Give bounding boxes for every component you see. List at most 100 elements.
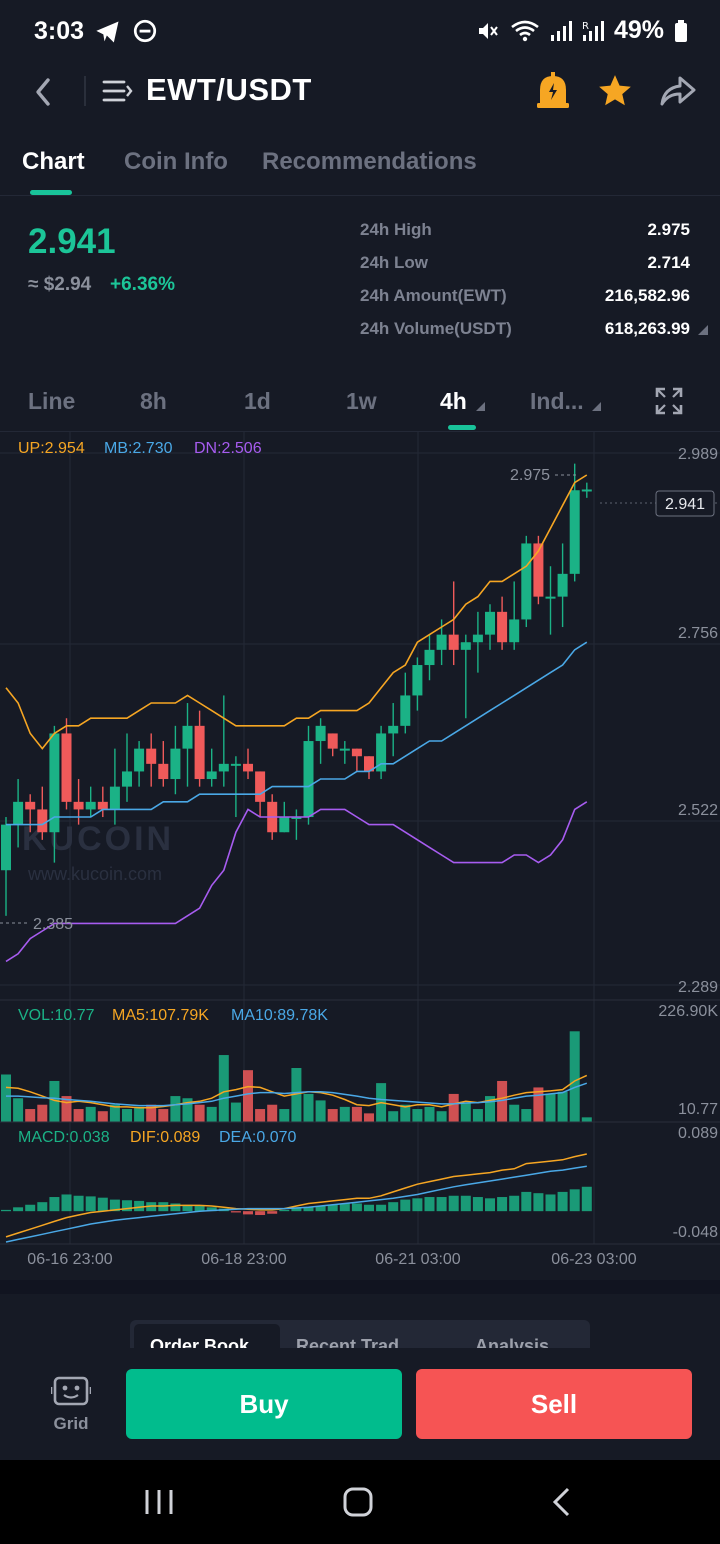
svg-text:R: R bbox=[582, 21, 589, 32]
volume-bar bbox=[509, 1104, 520, 1122]
candle-body bbox=[315, 725, 326, 742]
status-right-icons: R 49% bbox=[476, 16, 688, 45]
status-bar: 3:03 R 49% bbox=[0, 0, 720, 64]
stat-24h-amount: 24h Amount(EWT) 216,582.96 bbox=[360, 286, 708, 319]
time-tick-label: 06-16 23:00 bbox=[27, 1251, 113, 1268]
macd-hist-bar bbox=[61, 1194, 72, 1212]
macd-hist-bar bbox=[448, 1195, 459, 1212]
grid-button[interactable]: Grid bbox=[44, 1374, 98, 1438]
home-icon[interactable] bbox=[342, 1486, 374, 1518]
volume-bar bbox=[497, 1080, 508, 1122]
back-arrow-icon[interactable] bbox=[28, 72, 60, 112]
sell-button[interactable]: Sell bbox=[416, 1369, 692, 1439]
last-price-axis-label: 2.941 bbox=[665, 496, 705, 513]
dea-line bbox=[5, 1165, 587, 1243]
candle-body bbox=[279, 817, 290, 833]
interval-line[interactable]: Line bbox=[28, 388, 76, 414]
tab-order-book[interactable]: Order Book bbox=[150, 1336, 250, 1350]
tab-recommendations[interactable]: Recommendations bbox=[262, 148, 477, 175]
volume-bar bbox=[315, 1100, 326, 1122]
price-alert-icon[interactable] bbox=[534, 70, 572, 112]
macd-max-label: 0.089 bbox=[678, 1125, 718, 1142]
action-bar: Grid Buy Sell bbox=[0, 1348, 720, 1460]
watermark-url: www.kucoin.com bbox=[27, 864, 162, 884]
tab-recent-trades[interactable]: Recent Trad bbox=[296, 1336, 400, 1350]
macd-hist-bar bbox=[497, 1197, 508, 1212]
volume-bar bbox=[533, 1087, 544, 1122]
last-price: 2.941 bbox=[28, 222, 116, 261]
volume-bar bbox=[73, 1109, 84, 1122]
macd-hist-bar bbox=[581, 1186, 592, 1212]
volume-bar bbox=[351, 1106, 362, 1122]
candle-body bbox=[218, 763, 229, 772]
candle-body bbox=[13, 801, 24, 825]
order-tabs-peek[interactable]: Order Book Recent Trad Analysis bbox=[130, 1320, 590, 1350]
candle-body bbox=[533, 543, 544, 597]
interval-1d[interactable]: 1d bbox=[244, 388, 271, 414]
candle-body bbox=[412, 665, 423, 696]
nav-back-icon[interactable] bbox=[550, 1486, 572, 1518]
time-tick-label: 06-21 03:00 bbox=[375, 1251, 461, 1268]
pair-list-icon[interactable] bbox=[100, 76, 136, 106]
favorite-star-icon[interactable] bbox=[596, 72, 634, 110]
candle-body bbox=[448, 634, 459, 650]
candle-body bbox=[557, 573, 568, 597]
interval-indicators[interactable]: Ind... bbox=[530, 388, 584, 414]
macd-hist-bar bbox=[303, 1207, 314, 1212]
candle-body bbox=[400, 695, 411, 726]
bollinger-bands bbox=[5, 474, 588, 963]
volume-bar bbox=[557, 1091, 568, 1122]
tab-chart[interactable]: Chart bbox=[22, 148, 85, 175]
candle-body bbox=[472, 634, 483, 643]
price-axis: 2.989 2.756 2.522 2.289 bbox=[678, 446, 718, 996]
fullscreen-icon[interactable] bbox=[654, 386, 684, 416]
interval-8h[interactable]: 8h bbox=[140, 388, 167, 414]
volume-bar bbox=[255, 1109, 266, 1122]
candle-body bbox=[388, 725, 399, 734]
volume-bar bbox=[13, 1098, 24, 1122]
high-marker-label: 2.975 bbox=[510, 467, 550, 484]
share-icon[interactable] bbox=[658, 72, 698, 110]
price-tick-label: 2.989 bbox=[678, 446, 718, 463]
stat-value: 2.975 bbox=[647, 220, 690, 239]
stat-value: 216,582.96 bbox=[604, 286, 690, 305]
volume-bar bbox=[291, 1068, 302, 1122]
tab-active-indicator bbox=[30, 190, 72, 195]
usd-equivalent: ≈ $2.94 bbox=[28, 274, 92, 295]
kline-chart[interactable]: KUCOIN www.kucoin.com UP:2.954 MB:2.730 … bbox=[0, 432, 720, 1280]
candle-body bbox=[521, 543, 532, 620]
telegram-icon bbox=[96, 21, 119, 43]
battery-percent: 49% bbox=[613, 16, 664, 44]
volume-bar bbox=[545, 1093, 556, 1122]
volume-bar bbox=[158, 1109, 169, 1122]
price-tick-label: 2.522 bbox=[678, 802, 718, 819]
macd-hist-bar bbox=[485, 1198, 495, 1212]
interval-1w[interactable]: 1w bbox=[346, 388, 377, 414]
volume-bar bbox=[485, 1096, 495, 1122]
candle-body bbox=[206, 771, 217, 780]
candle-body bbox=[364, 756, 374, 772]
macd-hist-bar bbox=[243, 1211, 253, 1215]
stat-label: 24h Low bbox=[360, 253, 429, 272]
candle-body bbox=[146, 748, 157, 764]
stat-24h-volume[interactable]: 24h Volume(USDT) 618,263.99 bbox=[360, 319, 708, 352]
volume-bar bbox=[521, 1109, 532, 1122]
tab-coin-info[interactable]: Coin Info bbox=[124, 148, 228, 175]
volume-bar bbox=[424, 1106, 435, 1122]
grid-label: Grid bbox=[53, 1414, 89, 1433]
recent-apps-icon[interactable] bbox=[144, 1488, 174, 1516]
buy-button[interactable]: Buy bbox=[126, 1369, 402, 1439]
volume-bar bbox=[97, 1111, 108, 1122]
candle-body bbox=[1, 824, 11, 871]
stat-value: 618,263.99 bbox=[604, 319, 690, 338]
macd-hist-bar bbox=[134, 1200, 145, 1212]
pair-title[interactable]: EWT/USDT bbox=[146, 72, 312, 107]
caret-down-icon[interactable] bbox=[698, 325, 708, 335]
candle-body bbox=[109, 786, 120, 810]
ma10-legend: MA10:89.78K bbox=[231, 1007, 328, 1024]
macd-hist-bar bbox=[13, 1207, 24, 1212]
interval-4h[interactable]: 4h bbox=[440, 388, 467, 414]
volume-bar bbox=[230, 1102, 241, 1122]
macd-legend: MACD:0.038 bbox=[18, 1129, 110, 1146]
tab-analysis[interactable]: Analysis bbox=[475, 1336, 550, 1350]
